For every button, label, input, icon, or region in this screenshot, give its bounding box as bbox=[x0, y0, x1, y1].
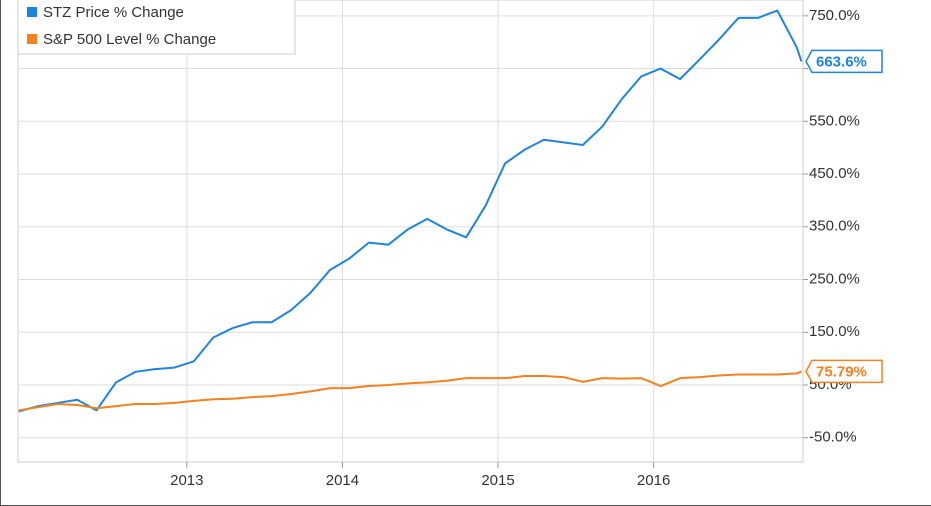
x-tick-label: 2015 bbox=[481, 472, 514, 489]
x-tick-label: 2013 bbox=[170, 472, 203, 489]
value-label: 75.79% bbox=[816, 363, 867, 380]
y-tick-label: 450.0% bbox=[809, 165, 860, 182]
x-tick-label: 2014 bbox=[326, 472, 359, 489]
y-tick-label: -50.0% bbox=[809, 429, 857, 446]
value-flag bbox=[805, 49, 883, 74]
x-tick-label: 2016 bbox=[637, 472, 670, 489]
legend-swatch bbox=[27, 34, 37, 44]
series-line bbox=[18, 370, 802, 412]
value-flag bbox=[805, 359, 883, 384]
plot-area bbox=[17, 0, 804, 463]
y-tick-label: 150.0% bbox=[809, 323, 860, 340]
legend-box bbox=[17, 0, 296, 55]
y-tick-label: 250.0% bbox=[809, 270, 860, 287]
y-tick-label: 350.0% bbox=[809, 218, 860, 235]
value-label: 663.6% bbox=[816, 53, 867, 70]
y-tick-label: 550.0% bbox=[809, 112, 860, 129]
legend-swatch bbox=[27, 7, 37, 17]
y-tick-label: 750.0% bbox=[809, 7, 860, 24]
legend-label: STZ Price % Change bbox=[43, 4, 184, 21]
legend-label: S&P 500 Level % Change bbox=[43, 31, 216, 48]
series-line bbox=[18, 9, 803, 413]
